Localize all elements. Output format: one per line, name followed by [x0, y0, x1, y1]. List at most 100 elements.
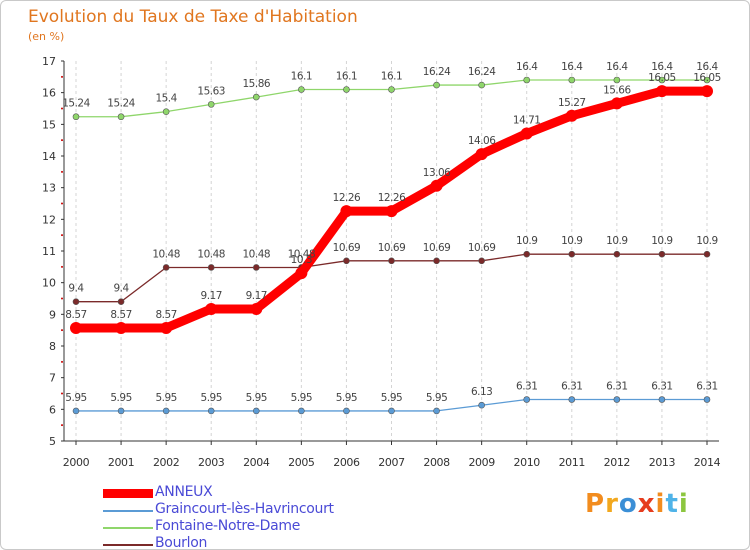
data-point [388, 407, 395, 415]
data-label: 5.95 [336, 392, 357, 404]
x-tick-label: 2008 [423, 456, 450, 469]
data-point [252, 93, 260, 101]
x-tick-label: 2007 [378, 456, 405, 469]
x-tick-label: 2001 [108, 456, 134, 469]
data-label: 10.9 [606, 235, 627, 247]
data-point [523, 76, 531, 84]
data-point [568, 76, 576, 84]
data-point [343, 407, 350, 415]
data-point [388, 257, 395, 265]
data-label: 13.06 [423, 167, 451, 179]
data-point [252, 264, 260, 271]
data-label: 16.4 [651, 61, 673, 73]
data-label: 6.31 [606, 381, 627, 393]
y-minor-dot [61, 265, 63, 268]
x-tick-label: 2014 [694, 456, 721, 469]
data-label: 15.63 [197, 85, 225, 97]
data-label: 8.57 [155, 309, 176, 321]
data-point [385, 205, 398, 218]
data-label: 5.95 [426, 392, 447, 404]
data-point [613, 396, 621, 403]
data-point [252, 407, 260, 415]
data-label: 16.1 [336, 71, 357, 83]
data-label: 15.86 [243, 78, 271, 90]
legend-swatch-anneux [103, 489, 153, 498]
chart-title: Evolution du Taux de Taxe d'Habitation [28, 7, 358, 27]
data-label: 16.1 [291, 71, 312, 83]
x-tick-label: 2000 [63, 456, 90, 469]
x-tick-label: 2013 [649, 456, 676, 469]
legend-swatch-bourlon [103, 544, 153, 546]
y-tick-label: 6 [49, 403, 56, 416]
data-point [340, 205, 353, 218]
logo-letter: o [618, 489, 638, 519]
data-point [207, 101, 215, 108]
y-tick-label: 7 [49, 372, 56, 385]
data-point [568, 396, 576, 403]
proxiti-logo[interactable]: Proxiti [585, 489, 689, 519]
data-label: 5.95 [246, 392, 267, 404]
data-label: 16.24 [468, 66, 496, 78]
x-tick-label: 2006 [333, 456, 360, 469]
data-label: 9.4 [113, 283, 129, 295]
data-label: 15.4 [155, 93, 177, 105]
legend-swatch-fontaine [103, 527, 153, 529]
y-tick-label: 9 [49, 308, 56, 321]
data-point [703, 250, 711, 258]
legend-swatch-graincourt [103, 510, 153, 512]
data-point [205, 302, 218, 315]
data-label: 8.57 [110, 309, 131, 321]
y-tick-label: 12 [42, 213, 56, 226]
x-tick-label: 2003 [198, 456, 225, 469]
data-label: 10.3 [291, 254, 312, 266]
y-minor-dot [61, 107, 63, 110]
data-point [207, 407, 215, 415]
data-label: 9.4 [68, 283, 84, 295]
y-minor-dot [61, 392, 63, 395]
data-point [298, 86, 305, 93]
y-minor-dot [61, 424, 63, 427]
data-label: 5.95 [155, 392, 176, 404]
data-point [433, 81, 440, 89]
y-tick-label: 5 [49, 435, 56, 448]
data-label: 10.48 [243, 248, 271, 260]
data-point [610, 97, 623, 110]
legend-label-anneux: ANNEUX [155, 484, 213, 500]
y-tick-label: 11 [42, 245, 56, 258]
data-label: 6.31 [561, 381, 582, 393]
data-point [613, 250, 621, 258]
logo-letter: i [678, 489, 689, 519]
y-tick-label: 17 [42, 55, 56, 68]
x-tick-label: 2002 [153, 456, 179, 469]
y-minor-dot [61, 297, 63, 300]
data-label: 9.17 [201, 290, 222, 302]
data-label: 5.95 [110, 392, 131, 404]
data-point [523, 250, 531, 258]
logo-letter: r [605, 489, 619, 519]
data-label: 6.13 [471, 386, 492, 398]
data-label: 16.05 [693, 72, 721, 84]
data-point [160, 321, 173, 334]
data-point [658, 250, 666, 258]
logo-letter: t [665, 489, 679, 519]
data-point [343, 86, 350, 93]
y-minor-dot [61, 360, 63, 363]
data-point [162, 264, 170, 271]
y-minor-dot [61, 202, 63, 205]
data-label: 10.69 [423, 242, 451, 254]
data-label: 10.9 [561, 235, 582, 247]
data-point [565, 109, 578, 122]
data-label: 10.69 [468, 242, 496, 254]
data-point [655, 85, 668, 98]
legend-label-graincourt: Graincourt-lès-Havrincourt [155, 501, 334, 517]
data-label: 12.26 [378, 192, 406, 204]
y-tick-label: 16 [42, 87, 56, 100]
data-label: 8.57 [65, 309, 86, 321]
legend-label-fontaine: Fontaine-Notre-Dame [155, 518, 301, 534]
data-point [523, 396, 531, 403]
data-label: 10.9 [696, 235, 717, 247]
data-point [298, 407, 305, 415]
data-point [430, 179, 443, 192]
